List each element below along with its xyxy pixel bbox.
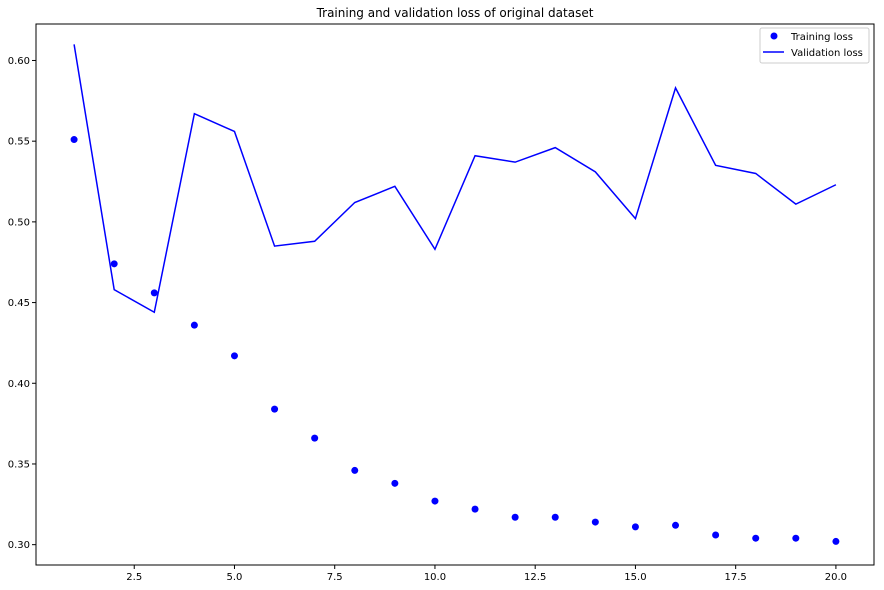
training-loss-point [271,405,279,413]
legend: Training loss Validation loss [759,27,870,64]
x-tick-label: 2.5 [126,572,142,583]
legend-training-label: Training loss [790,32,853,43]
chart-title: Training and validation loss of original… [316,6,594,20]
x-axis: 2.5 5.0 7.5 10.0 12.5 15.0 17.5 20.0 [126,565,847,583]
training-loss-point [832,537,840,545]
x-tick-label: 7.5 [327,572,343,583]
training-loss-point [511,513,519,521]
training-loss-point [110,260,118,268]
training-loss-point [190,321,198,329]
x-tick-label: 12.5 [524,572,546,583]
training-loss-point [471,505,479,513]
x-tick-label: 15.0 [624,572,646,583]
x-tick-label: 5.0 [227,572,243,583]
training-loss-point [631,523,639,531]
legend-box [759,27,870,64]
y-axis: 0.30 0.35 0.40 0.45 0.50 0.55 0.60 [8,56,36,551]
training-loss-point [150,289,158,297]
training-loss-point [672,521,680,529]
training-loss-point [311,434,319,442]
training-loss-point [391,479,399,487]
training-loss-point [591,518,599,526]
plot-frame [35,23,875,566]
y-tick-label: 0.45 [8,298,30,309]
x-tick-label: 10.0 [424,572,446,583]
y-tick-label: 0.40 [8,379,30,390]
training-loss-point [70,136,78,144]
y-tick-label: 0.55 [8,137,30,148]
training-loss-point [551,513,559,521]
training-loss-point [431,497,439,505]
training-loss-point [351,466,359,474]
x-tick-label: 20.0 [825,572,847,583]
training-loss-point [712,531,720,539]
y-tick-label: 0.30 [8,540,30,551]
legend-validation-label: Validation loss [791,48,863,59]
x-tick-label: 17.5 [725,572,747,583]
series-layer [70,44,840,545]
y-tick-label: 0.60 [8,56,30,67]
validation-loss-line [73,44,837,314]
training-loss-point [752,534,760,542]
y-tick-label: 0.50 [8,217,30,228]
legend-training-marker [770,32,778,40]
y-tick-label: 0.35 [8,459,30,470]
training-loss-point [230,352,238,360]
training-loss-point [792,534,800,542]
